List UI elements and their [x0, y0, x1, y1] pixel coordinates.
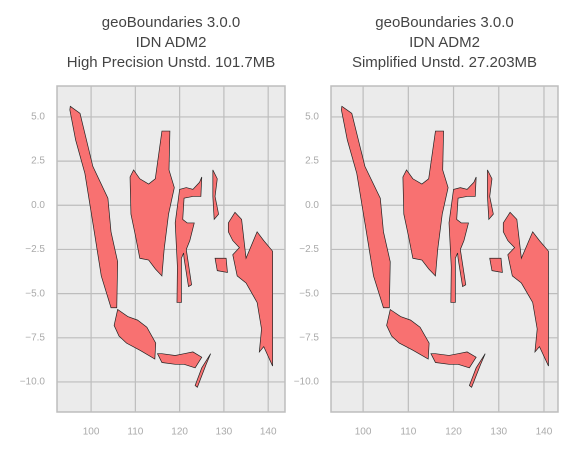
- chart-title: IDN ADM2: [409, 34, 480, 51]
- y-tick-label: 0.0: [31, 200, 45, 211]
- y-tick-label: −7.5: [299, 332, 319, 343]
- x-tick-label: 100: [83, 427, 100, 438]
- y-tick-label: 5.0: [305, 112, 319, 123]
- chart-title: geoBoundaries 3.0.0: [375, 14, 513, 31]
- y-tick-label: −2.5: [25, 244, 45, 255]
- y-tick-label: −5.0: [25, 288, 45, 299]
- chart-title: geoBoundaries 3.0.0: [102, 14, 240, 31]
- x-tick-label: 130: [216, 427, 233, 438]
- y-tick-label: 2.5: [305, 156, 319, 167]
- y-tick-label: −10.0: [294, 377, 320, 388]
- x-tick-label: 110: [400, 427, 416, 438]
- x-tick-label: 110: [127, 427, 143, 438]
- y-tick-label: 5.0: [31, 112, 45, 123]
- y-tick-label: −7.5: [25, 332, 45, 343]
- y-tick-label: −10.0: [20, 377, 46, 388]
- x-tick-label: 140: [260, 427, 277, 438]
- x-tick-label: 100: [355, 427, 372, 438]
- x-tick-label: 120: [171, 427, 188, 438]
- chart-title: Simplified Unstd. 27.203MB: [352, 54, 537, 71]
- y-tick-label: −2.5: [299, 244, 319, 255]
- y-tick-label: 0.0: [305, 200, 319, 211]
- y-tick-label: 2.5: [31, 156, 45, 167]
- chart-title: High Precision Unstd. 101.7MB: [67, 54, 275, 71]
- x-tick-label: 130: [490, 427, 507, 438]
- y-tick-label: −5.0: [299, 288, 319, 299]
- chart-title: IDN ADM2: [136, 34, 207, 51]
- x-tick-label: 120: [445, 427, 462, 438]
- x-tick-label: 140: [536, 427, 553, 438]
- plot-border: [330, 85, 559, 413]
- plot-border: [56, 85, 286, 413]
